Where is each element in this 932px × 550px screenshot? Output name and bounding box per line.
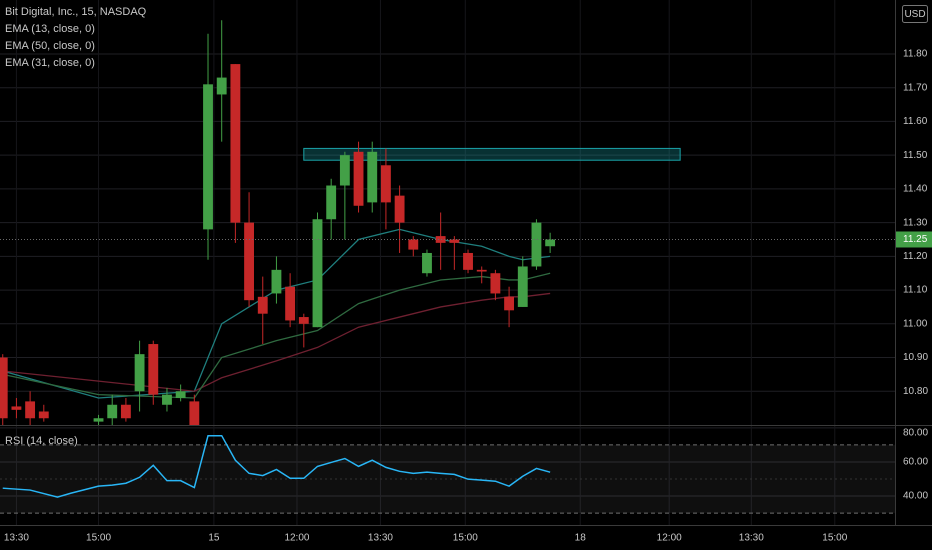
candle-body bbox=[449, 239, 460, 243]
candle-body bbox=[0, 357, 8, 419]
candle-body bbox=[463, 252, 473, 270]
y-tick-label: 11.60 bbox=[903, 116, 928, 127]
candle-body bbox=[216, 77, 227, 95]
x-tick-label: 18 bbox=[575, 533, 587, 544]
zone bbox=[303, 147, 681, 161]
y-tick-label: 11.70 bbox=[903, 82, 928, 93]
candle-body bbox=[148, 344, 159, 395]
y-tick-label: 11.50 bbox=[903, 150, 928, 161]
x-tick-label: 15:00 bbox=[453, 533, 478, 544]
y-tick-label: 11.10 bbox=[903, 285, 928, 296]
last-price-label: 11.25 bbox=[903, 234, 928, 245]
candle-body bbox=[298, 317, 309, 324]
candle-body bbox=[175, 391, 186, 399]
candle-body bbox=[230, 64, 241, 223]
candle-body bbox=[367, 151, 378, 203]
y-tick-label: 10.90 bbox=[903, 352, 928, 363]
y-tick-label: 11.30 bbox=[903, 217, 928, 228]
candle-body bbox=[353, 151, 364, 206]
candle-body bbox=[339, 155, 350, 186]
y-tick-label: 11.20 bbox=[903, 251, 928, 262]
y-tick-label: 11.00 bbox=[903, 318, 928, 329]
candle-body bbox=[326, 185, 337, 220]
currency[interactable]: USD bbox=[904, 9, 925, 20]
candle-body bbox=[490, 273, 501, 294]
x-tick-label: 12:00 bbox=[657, 533, 682, 544]
x-tick-label: 13:30 bbox=[4, 533, 29, 544]
candle-body bbox=[435, 236, 446, 243]
candle-body bbox=[312, 219, 323, 328]
candle-body bbox=[531, 222, 542, 267]
x-tick-label: 13:30 bbox=[368, 533, 393, 544]
axes: 10.80 10.90 11.00 11.10 11.20 11.30 11.40 11.50… bbox=[4, 49, 932, 544]
y-tick-label: 10.80 bbox=[903, 386, 928, 397]
candle-body bbox=[244, 222, 254, 301]
x-tick-label: 15:00 bbox=[86, 533, 111, 544]
legend-entry: EMA (13, close, 0) bbox=[5, 23, 95, 35]
candle-body bbox=[93, 418, 104, 422]
candle-body bbox=[120, 404, 131, 419]
candle-body bbox=[25, 401, 36, 419]
last-price-tag bbox=[896, 231, 932, 248]
x-tick-label: 15:00 bbox=[822, 533, 847, 544]
currency-button[interactable] bbox=[902, 5, 928, 23]
price-panel bbox=[0, 20, 895, 425]
y-tick-label: 80.00 bbox=[903, 428, 928, 439]
chart-title: Bit Digital, Inc., 15, NASDAQ bbox=[5, 6, 147, 18]
legend-entry: EMA (50, close, 0) bbox=[5, 40, 95, 52]
candle-body bbox=[11, 406, 22, 410]
candle-body bbox=[271, 269, 282, 294]
candle-body bbox=[162, 394, 172, 405]
candle-body bbox=[517, 266, 528, 307]
rsi-panel bbox=[0, 434, 895, 514]
candle-body bbox=[257, 296, 268, 314]
candle-body bbox=[504, 296, 515, 311]
candle-body bbox=[476, 269, 487, 272]
candle-body bbox=[380, 165, 391, 203]
y-tick-label: 11.80 bbox=[903, 49, 928, 60]
candle-body bbox=[422, 252, 432, 274]
candle-body bbox=[38, 411, 49, 419]
candle-body bbox=[203, 84, 213, 230]
candle-body bbox=[134, 354, 145, 392]
candle-body bbox=[285, 286, 296, 321]
candle-body bbox=[107, 404, 118, 419]
x-tick-label: 13:30 bbox=[739, 533, 764, 544]
candle-body bbox=[408, 239, 419, 250]
y-tick-label: 11.40 bbox=[903, 184, 928, 195]
candle-body bbox=[545, 239, 556, 247]
rsi-title: RSI (14, close) bbox=[5, 435, 78, 447]
grid bbox=[0, 0, 895, 525]
candle-body bbox=[394, 195, 405, 223]
y-tick-label: 60.00 bbox=[903, 457, 928, 468]
x-tick-label: 12:00 bbox=[284, 533, 309, 544]
x-tick-label: 15 bbox=[208, 533, 220, 544]
rsi-line bbox=[2, 434, 551, 498]
candle-body bbox=[189, 401, 200, 425]
y-tick-label: 40.00 bbox=[903, 491, 928, 502]
legend-entry: EMA (31, close, 0) bbox=[5, 57, 95, 69]
